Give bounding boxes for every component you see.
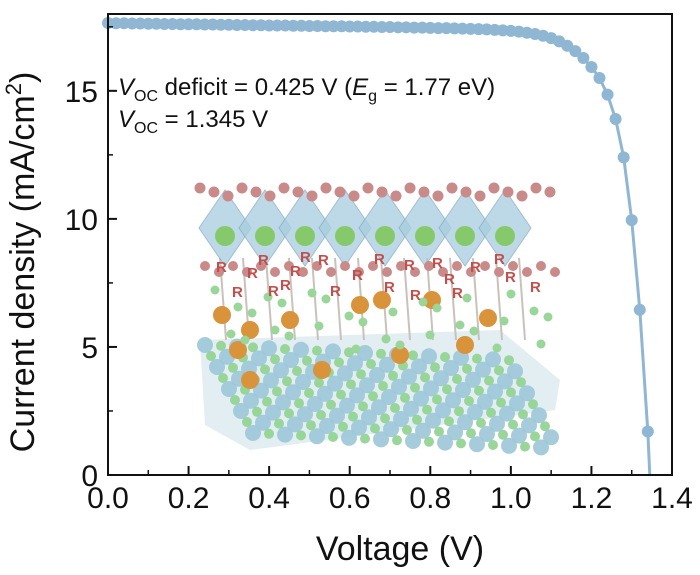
voc-v: V xyxy=(118,106,136,133)
inset-r-label: R xyxy=(470,259,481,276)
jv-data-point xyxy=(625,214,638,227)
y-axis-title-sup: 2 xyxy=(1,83,26,95)
inset-r-label: R xyxy=(318,252,329,269)
jv-data-point xyxy=(585,61,598,74)
inset-r-label: R xyxy=(247,265,258,282)
jv-data-point xyxy=(641,425,654,438)
inset-r-label: R xyxy=(374,251,385,268)
inset-r-label: R xyxy=(384,279,395,296)
jv-data-point xyxy=(617,151,630,164)
inset-r-label: R xyxy=(330,283,341,300)
jv-data-point xyxy=(593,72,606,85)
jv-data-point xyxy=(577,52,590,65)
eg-sub: g xyxy=(368,88,377,105)
x-tick-label: 0.0 xyxy=(87,482,129,515)
y-axis-ticks: 0 5 10 15 xyxy=(65,26,117,493)
x-axis-title: Voltage (V) xyxy=(316,530,484,568)
inset-r-label: R xyxy=(404,257,415,274)
x-tick-label: 0.6 xyxy=(329,482,371,515)
inset-r-label: R xyxy=(410,287,421,304)
inset-r-label: R xyxy=(258,252,269,269)
inset-r-label: R xyxy=(268,283,279,300)
jv-data-point xyxy=(609,113,622,126)
voc-value: = 1.345 V xyxy=(158,106,268,133)
inset-r-label: R xyxy=(452,285,463,302)
y-axis-title: Current density (mA/cm2) xyxy=(1,72,42,453)
x-tick-label: 1.4 xyxy=(651,482,693,515)
jv-data-point xyxy=(569,45,582,58)
voc-deficit-v: V xyxy=(118,74,136,101)
octahedra-layer xyxy=(194,182,560,277)
eg-symbol: E xyxy=(352,74,369,101)
y-tick-label: 10 xyxy=(65,204,98,237)
eg-value: = 1.77 eV) xyxy=(377,74,495,101)
inset-r-label: R xyxy=(232,284,243,301)
voc-sub: OC xyxy=(134,120,158,137)
voc-deficit-mid: deficit = 0.425 V ( xyxy=(158,74,352,101)
substrate-slab xyxy=(197,330,560,456)
voc-deficit-annotation: VOC deficit = 0.425 V (Eg = 1.77 eV) xyxy=(118,74,495,105)
inset-r-label: R xyxy=(300,249,311,266)
y-tick-label: 15 xyxy=(65,76,98,109)
inset-r-label: R xyxy=(280,277,291,294)
inset-r-label: R xyxy=(494,251,505,268)
inset-r-label: R xyxy=(444,271,455,288)
jv-curve-markers xyxy=(102,16,654,438)
inset-r-label: R xyxy=(216,259,227,276)
y-axis-title-main: Current density (mA/cm xyxy=(4,95,42,452)
x-axis-ticks: 0.0 0.2 0.4 0.6 0.8 1.0 1.2 1.4 xyxy=(87,466,693,515)
y-axis-title-close: ) xyxy=(4,72,42,83)
inset-r-label: R xyxy=(352,267,363,284)
y-tick-label: 5 xyxy=(81,332,98,365)
inset-r-label: R xyxy=(432,255,443,272)
inset-r-label: R xyxy=(505,269,516,286)
x-tick-label: 1.2 xyxy=(571,482,613,515)
y-tick-label: 0 xyxy=(81,460,98,493)
voc-annotation: VOC = 1.345 V xyxy=(118,106,268,137)
x-tick-label: 0.4 xyxy=(248,482,290,515)
voc-deficit-sub: OC xyxy=(134,88,158,105)
x-tick-label: 0.2 xyxy=(168,482,210,515)
inset-r-label: R xyxy=(290,263,301,280)
x-tick-label: 1.0 xyxy=(490,482,532,515)
jv-data-point xyxy=(633,303,646,316)
inset-r-label: R xyxy=(530,279,541,296)
jv-data-point xyxy=(601,88,614,101)
x-tick-label: 0.8 xyxy=(409,482,451,515)
